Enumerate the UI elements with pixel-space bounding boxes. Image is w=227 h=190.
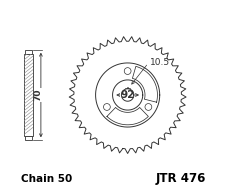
Polygon shape	[107, 108, 148, 125]
Polygon shape	[132, 66, 158, 102]
Text: JTR 476: JTR 476	[155, 173, 206, 185]
Polygon shape	[98, 66, 123, 102]
Bar	[25, 135, 32, 140]
Bar	[25, 50, 32, 55]
Text: 92: 92	[121, 90, 135, 100]
Polygon shape	[69, 37, 186, 154]
Text: 70: 70	[33, 89, 42, 101]
Bar	[24, 55, 33, 135]
Text: Chain 50: Chain 50	[21, 174, 72, 184]
Text: 10.5: 10.5	[150, 59, 170, 67]
